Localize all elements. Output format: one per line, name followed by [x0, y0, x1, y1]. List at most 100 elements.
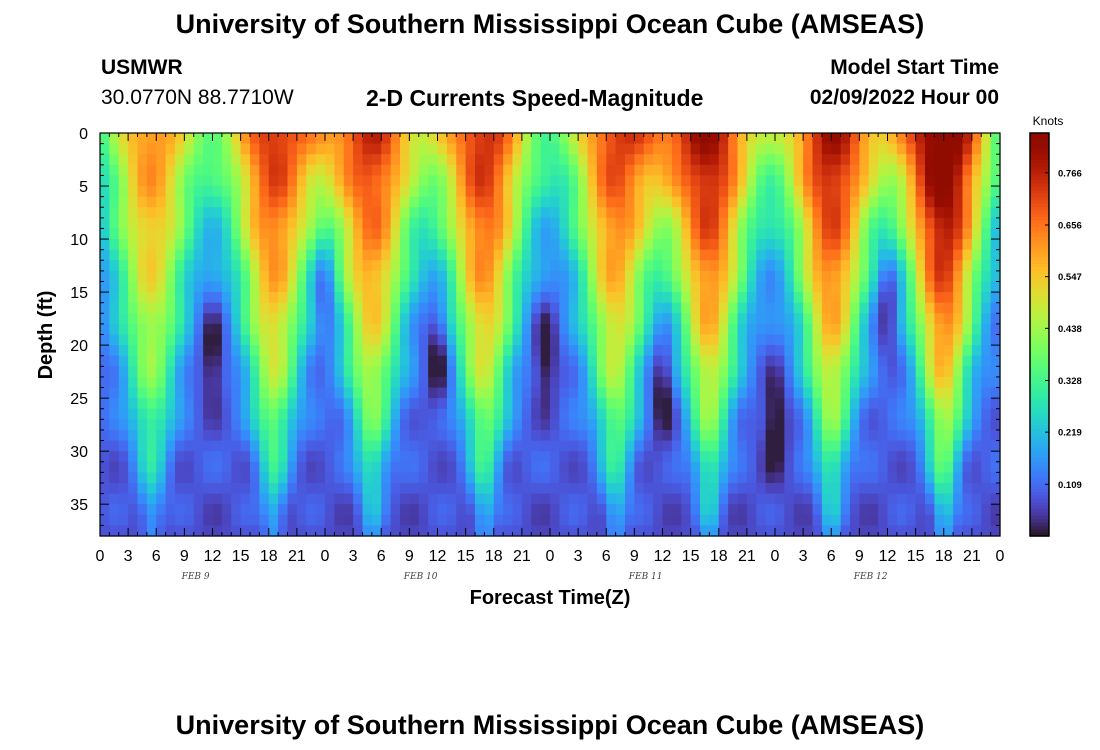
heatmap-cell	[765, 302, 776, 314]
heatmap-cell	[493, 408, 504, 420]
heatmap-cell	[437, 408, 448, 420]
heatmap-cell	[587, 207, 598, 219]
heatmap-cell	[737, 313, 748, 325]
heatmap-cell	[906, 186, 917, 198]
heatmap-cell	[765, 419, 776, 431]
heatmap-cell	[212, 217, 223, 230]
heatmap-cell	[850, 525, 860, 537]
heatmap-cell	[737, 440, 748, 452]
heatmap-cell	[934, 207, 945, 219]
heatmap-cell	[568, 281, 579, 293]
heatmap-cell	[887, 482, 898, 495]
heatmap-cell	[634, 472, 645, 484]
heatmap-cell	[896, 323, 907, 336]
heatmap-cell	[418, 270, 429, 283]
heatmap-cell	[831, 429, 842, 442]
heatmap-cell	[409, 355, 420, 367]
heatmap-cell	[812, 398, 823, 410]
heatmap-cell	[709, 143, 720, 155]
heatmap-cell	[503, 440, 514, 452]
heatmap-cell	[681, 398, 692, 410]
heatmap-cell	[728, 387, 739, 399]
heatmap-cell	[653, 186, 664, 198]
heatmap-cell	[475, 493, 485, 505]
heatmap-cell	[521, 302, 532, 314]
heatmap-cell	[484, 143, 495, 155]
heatmap-cell	[803, 175, 814, 187]
heatmap-cell	[662, 355, 673, 367]
heatmap-cell	[540, 175, 551, 187]
heatmap-cell	[184, 514, 195, 526]
heatmap-cell	[596, 376, 607, 389]
heatmap-cell	[100, 313, 110, 325]
heatmap-cell	[296, 440, 307, 452]
heatmap-cell	[418, 249, 429, 261]
heatmap-cell	[146, 334, 157, 346]
heatmap-cell	[484, 239, 495, 251]
heatmap-cell	[746, 260, 757, 272]
heatmap-cell	[484, 366, 495, 378]
heatmap-cell	[184, 419, 195, 431]
heatmap-cell	[259, 366, 270, 378]
heatmap-cell	[512, 345, 523, 357]
heatmap-cell	[381, 419, 392, 431]
heatmap-cell	[137, 143, 148, 155]
heatmap-cell	[915, 493, 926, 505]
heatmap-cell	[634, 504, 645, 516]
heatmap-cell	[821, 461, 832, 473]
heatmap-cell	[156, 334, 167, 346]
heatmap-cell	[962, 355, 973, 367]
heatmap-cell	[578, 482, 589, 495]
heatmap-cell	[887, 154, 898, 166]
heatmap-cell	[915, 143, 926, 155]
heatmap-cell	[287, 228, 298, 240]
heatmap-cell	[353, 376, 364, 389]
heatmap-cell	[306, 482, 317, 495]
colorbar-tick-label: 0.547	[1058, 272, 1082, 283]
heatmap-cell	[737, 461, 748, 473]
heatmap-cell	[400, 419, 410, 431]
heatmap-cell	[709, 398, 720, 410]
heatmap-cell	[100, 292, 110, 304]
heatmap-cell	[803, 355, 814, 367]
heatmap-cell	[503, 313, 514, 325]
heatmap-cell	[653, 376, 664, 389]
heatmap-cell	[231, 514, 242, 526]
heatmap-cell	[128, 313, 139, 325]
heatmap-cell	[540, 514, 551, 526]
heatmap-cell	[737, 345, 748, 357]
heatmap-cell	[250, 514, 260, 526]
heatmap-cell	[400, 355, 410, 367]
heatmap-cell	[315, 217, 326, 230]
heatmap-cell	[540, 207, 551, 219]
heatmap-cell	[503, 525, 514, 537]
heatmap-cell	[925, 366, 935, 378]
heatmap-cell	[643, 525, 654, 537]
heatmap-cell	[128, 196, 139, 208]
heatmap-cell	[465, 514, 476, 526]
heatmap-cell	[165, 164, 176, 177]
heatmap-cell	[400, 323, 410, 336]
heatmap-cell	[109, 186, 120, 198]
heatmap-cell	[878, 514, 889, 526]
heatmap-cell	[531, 366, 542, 378]
heatmap-cell	[606, 419, 617, 431]
heatmap-cell	[559, 133, 570, 145]
x-tick-label: 6	[152, 548, 161, 565]
heatmap-cell	[596, 249, 607, 261]
heatmap-cell	[700, 408, 710, 420]
heatmap-cell	[456, 482, 467, 495]
heatmap-cell	[175, 366, 185, 378]
heatmap-cell	[775, 472, 785, 484]
heatmap-cell	[165, 472, 176, 484]
heatmap-cell	[943, 493, 954, 505]
heatmap-cell	[465, 440, 476, 452]
heatmap-cell	[606, 334, 617, 346]
heatmap-cell	[709, 186, 720, 198]
heatmap-cell	[671, 143, 682, 155]
heatmap-cell	[990, 461, 1001, 473]
heatmap-cell	[493, 387, 504, 399]
heatmap-cell	[850, 355, 860, 367]
heatmap-cell	[446, 387, 457, 399]
heatmap-cell	[859, 281, 870, 293]
